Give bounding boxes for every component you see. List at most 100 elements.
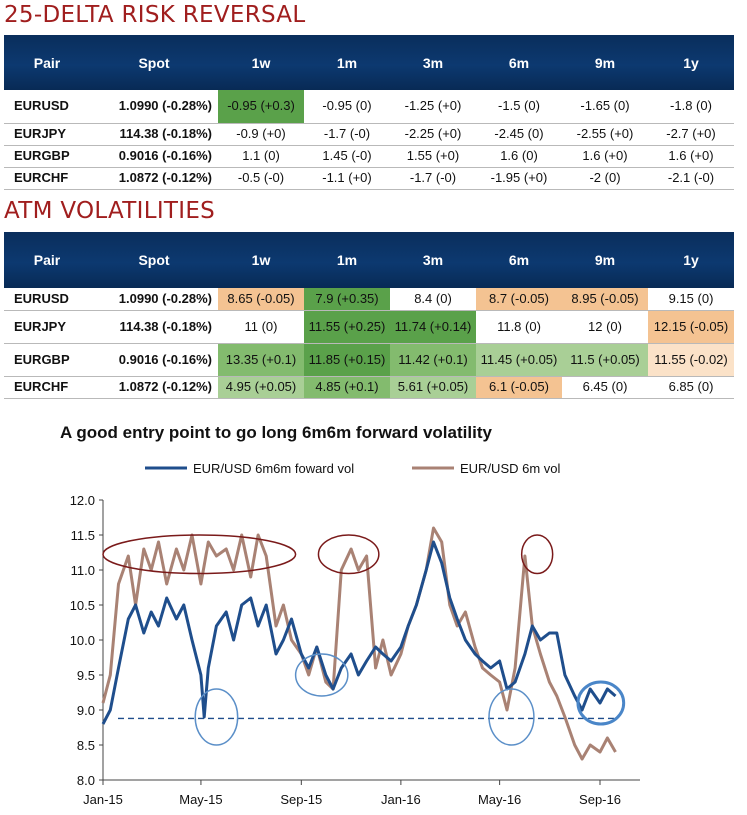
atm-volatility-table: Pair Spot 1w 1m 3m 6m 9m 1y EURUSD 1.0990… — [4, 232, 734, 399]
header-cell: Spot — [90, 232, 218, 288]
spot-cell: 1.0990 (-0.28%) — [90, 288, 218, 311]
value-cell: 1.6 (+0) — [648, 145, 734, 168]
spot-cell: 1.0872 (-0.12%) — [90, 167, 218, 190]
pair-cell: EURUSD — [4, 90, 90, 124]
value-cell: -2.45 (0) — [476, 123, 562, 146]
value-cell: -2 (0) — [562, 167, 648, 190]
value-cell: -1.8 (0) — [648, 90, 734, 124]
value-cell: 8.4 (0) — [390, 288, 476, 311]
value-cell: 5.61 (+0.05) — [390, 376, 476, 399]
value-cell: -1.5 (0) — [476, 90, 562, 124]
pair-cell: EURUSD — [4, 288, 90, 311]
header-cell: 1w — [218, 35, 304, 90]
value-cell: 11.74 (+0.14) — [390, 310, 476, 344]
header-cell: 1m — [304, 232, 390, 288]
value-cell: -1.25 (+0) — [390, 90, 476, 124]
rr-title: 25-DELTA RISK REVERSAL — [4, 2, 306, 28]
table-header-row: Pair Spot 1w 1m 3m 6m 9m 1y — [4, 35, 734, 90]
series-line-0 — [101, 540, 617, 725]
spot-cell: 1.0872 (-0.12%) — [90, 376, 218, 399]
y-tick-label: 11.5 — [71, 528, 95, 543]
value-cell: 1.45 (-0) — [304, 145, 390, 168]
table-row: EURCHF 1.0872 (-0.12%) -0.5 (-0) -1.1 (+0) -… — [4, 167, 734, 190]
x-tick-label: May-16 — [478, 792, 521, 807]
value-cell: 9.15 (0) — [648, 288, 734, 311]
table-row: EURGBP 0.9016 (-0.16%) 1.1 (0) 1.45 (-0) 1.5… — [4, 145, 734, 168]
value-cell: 11.8 (0) — [476, 310, 562, 344]
highlight-ellipse — [294, 653, 349, 697]
pair-cell: EURCHF — [4, 167, 90, 190]
value-cell: 11 (0) — [218, 310, 304, 344]
pair-cell: EURGBP — [4, 343, 90, 377]
x-tick-label: Jan-15 — [83, 792, 123, 807]
table-header-row: Pair Spot 1w 1m 3m 6m 9m 1y — [4, 232, 734, 288]
value-cell: 11.55 (+0.25) — [304, 310, 390, 344]
table-row: EURJPY 114.38 (-0.18%) 11 (0) 11.55 (+0.25)… — [4, 310, 734, 344]
y-tick-label: 9.5 — [77, 668, 95, 683]
table-row: EURGBP 0.9016 (-0.16%) 13.35 (+0.1) 11.85 (… — [4, 343, 734, 377]
value-cell: -1.65 (0) — [562, 90, 648, 124]
chart-annotations — [102, 534, 626, 746]
header-cell: 6m — [476, 35, 562, 90]
header-cell: 1y — [648, 232, 734, 288]
highlight-ellipse — [317, 534, 380, 575]
chart-legend: EUR/USD 6m6m foward vol EUR/USD 6m vol — [145, 461, 561, 476]
value-cell: 7.9 (+0.35) — [304, 288, 390, 311]
header-cell: 6m — [476, 232, 562, 288]
value-cell: -2.55 (+0) — [562, 123, 648, 146]
y-tick-label: 10.5 — [70, 598, 95, 613]
value-cell: -1.7 (-0) — [304, 123, 390, 146]
y-tick-label: 12.0 — [70, 493, 95, 508]
pair-cell: EURJPY — [4, 310, 90, 344]
spot-cell: 114.38 (-0.18%) — [90, 123, 218, 146]
highlight-ellipse — [102, 534, 297, 575]
highlight-ellipse — [576, 680, 626, 726]
highlight-ellipse — [488, 688, 535, 746]
pair-cell: EURCHF — [4, 376, 90, 399]
header-cell: 3m — [390, 232, 476, 288]
value-cell: 12.15 (-0.05) — [648, 310, 734, 344]
header-cell: 1y — [648, 35, 734, 90]
header-cell: 1w — [218, 232, 304, 288]
table-row: EURUSD 1.0990 (-0.28%) 8.65 (-0.05) 7.9 (+0… — [4, 288, 734, 311]
header-cell: 9m — [562, 35, 648, 90]
value-cell: -0.95 (+0.3) — [218, 90, 304, 124]
spot-cell: 0.9016 (-0.16%) — [90, 343, 218, 377]
header-cell: Pair — [4, 35, 90, 90]
value-cell: 11.55 (-0.02) — [648, 343, 734, 377]
value-cell: 6.1 (-0.05) — [476, 376, 562, 399]
highlight-ellipse — [520, 534, 554, 575]
series-line-1 — [101, 526, 617, 761]
table-row: EURJPY 114.38 (-0.18%) -0.9 (+0) -1.7 (-0) -… — [4, 123, 734, 146]
value-cell: 11.45 (+0.05) — [476, 343, 562, 377]
chart-title: A good entry point to go long 6m6m forwa… — [60, 423, 492, 442]
plot-area: 8.0 8.5 9.0 9.5 10.0 10.5 11.0 11.5 12.0 Jan-15 Ma… — [70, 493, 640, 807]
value-cell: -1.95 (+0) — [476, 167, 562, 190]
value-cell: 1.6 (0) — [476, 145, 562, 168]
value-cell: -2.1 (-0) — [648, 167, 734, 190]
value-cell: -0.9 (+0) — [218, 123, 304, 146]
value-cell: 1.55 (+0) — [390, 145, 476, 168]
highlight-ellipse — [194, 688, 239, 746]
value-cell: 6.85 (0) — [648, 376, 734, 399]
value-cell: -2.7 (+0) — [648, 123, 734, 146]
value-cell: 1.1 (0) — [218, 145, 304, 168]
value-cell: -0.95 (0) — [304, 90, 390, 124]
table-row: EURUSD 1.0990 (-0.28%) -0.95 (+0.3) -0.95 (… — [4, 90, 734, 124]
header-cell: 3m — [390, 35, 476, 90]
header-cell: 1m — [304, 35, 390, 90]
table-row: EURCHF 1.0872 (-0.12%) 4.95 (+0.05) 4.85 (+… — [4, 376, 734, 399]
value-cell: 8.7 (-0.05) — [476, 288, 562, 311]
value-cell: 4.85 (+0.1) — [304, 376, 390, 399]
value-cell: 1.6 (+0) — [562, 145, 648, 168]
value-cell: 12 (0) — [562, 310, 648, 344]
value-cell: 8.65 (-0.05) — [218, 288, 304, 311]
x-tick-label: Sep-15 — [280, 792, 322, 807]
value-cell: -1.1 (+0) — [304, 167, 390, 190]
spot-cell: 114.38 (-0.18%) — [90, 310, 218, 344]
spot-cell: 1.0990 (-0.28%) — [90, 90, 218, 124]
x-tick-label: Jan-16 — [381, 792, 421, 807]
y-tick-label: 8.0 — [77, 773, 95, 788]
x-tick-label: Sep-16 — [579, 792, 621, 807]
value-cell: -1.7 (-0) — [390, 167, 476, 190]
